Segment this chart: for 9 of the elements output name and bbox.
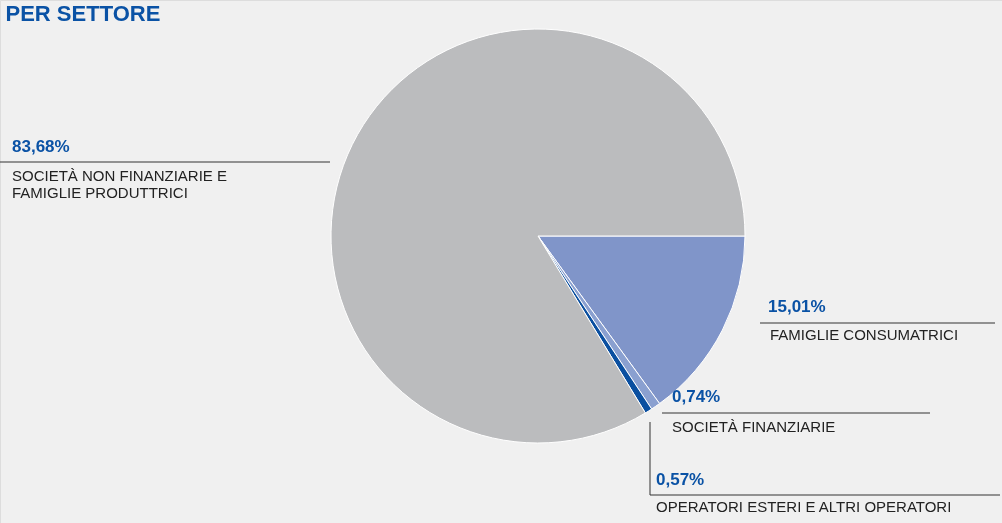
chart-title: PER SETTORE	[5, 1, 161, 26]
data-label: 0,57%	[656, 470, 705, 489]
slice-label: FAMIGLIE CONSUMATRICI	[770, 326, 959, 343]
slice-label: OPERATORI ESTERI E ALTRI OPERATORI	[656, 498, 952, 515]
data-label: 15,01%	[768, 297, 826, 316]
slice-label: SOCIETÀ NON FINANZIARIE E FAMIGLIE PRODUTTRICI	[12, 167, 228, 201]
slice-label: SOCIETÀ FINANZIARIE	[672, 418, 836, 435]
data-label: 83,68%	[12, 137, 70, 156]
data-label: 0,74%	[672, 387, 721, 406]
